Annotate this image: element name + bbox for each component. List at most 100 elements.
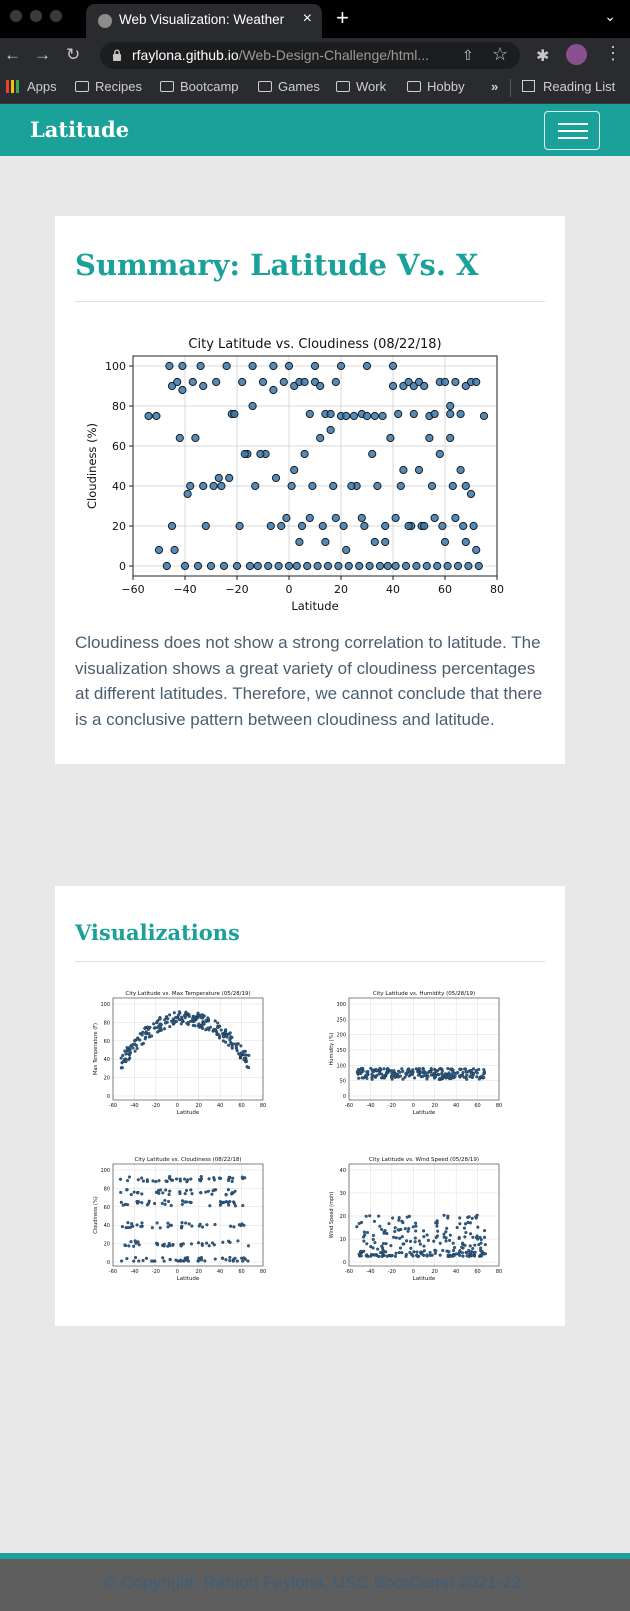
window-close-dot[interactable] (10, 10, 22, 22)
data-point (347, 481, 356, 491)
x-tick-label: 0 (412, 1103, 415, 1109)
thumb-point (437, 1073, 441, 1077)
thumb-point (377, 1254, 381, 1259)
share-icon[interactable]: ⇧ (462, 47, 474, 63)
bookmarks-overflow-icon[interactable]: » (491, 79, 499, 94)
data-point (297, 521, 307, 531)
hamburger-menu-icon[interactable] (544, 111, 600, 150)
thumb-point (157, 1191, 161, 1195)
thumb-point (483, 1243, 487, 1247)
thumb-point (135, 1037, 139, 1041)
thumb-point (416, 1073, 420, 1077)
data-point (383, 561, 392, 571)
thumb-point (176, 1013, 180, 1017)
y-tick-label: 20 (340, 1214, 346, 1220)
data-point (303, 561, 312, 571)
navbar-brand[interactable]: Latitude (30, 117, 130, 142)
data-point (175, 433, 184, 443)
thumb-point (128, 1049, 132, 1053)
thumb-point (414, 1221, 418, 1225)
humidity-thumbnail[interactable]: -60 -40 -20 0 20 40 60 80 0 50 100 150 200 250 300 City… (325, 986, 515, 1122)
bookmark-work[interactable]: Work (336, 79, 386, 94)
thumb-point (171, 1020, 175, 1024)
thumb-point (219, 1028, 223, 1032)
thumb-point (371, 1074, 375, 1078)
data-point (284, 561, 294, 571)
data-point (256, 449, 265, 459)
data-point (264, 561, 273, 571)
thumb-point (419, 1070, 423, 1074)
thumb-y-label: Humidity (%) (329, 1032, 335, 1065)
thumb-point (127, 1175, 131, 1179)
data-point (409, 409, 418, 419)
extensions-icon[interactable]: ✱ (536, 48, 550, 65)
window-zoom-dot[interactable] (50, 10, 62, 22)
data-point (316, 433, 325, 443)
data-point (274, 561, 283, 571)
browser-tab[interactable]: Web Visualization: Weather × (86, 4, 322, 38)
y-tick-label: 100 (100, 1168, 110, 1174)
thumb-point (480, 1250, 484, 1254)
bookmark-apps[interactable]: Apps (6, 79, 57, 94)
wind-speed-thumbnail[interactable]: -60 -40 -20 0 20 40 60 80 0 10 20 30 40 City Latitude… (325, 1152, 515, 1288)
thumb-point (385, 1067, 390, 1071)
thumb-point (155, 1221, 159, 1225)
data-point (386, 433, 395, 443)
thumb-point (141, 1258, 145, 1263)
cloudiness-thumbnail[interactable]: -60 -40 -20 0 20 40 60 80 0 20 40 60 80 100 City Latit… (89, 1152, 279, 1288)
thumb-point (147, 1199, 151, 1203)
thumb-point (141, 1041, 145, 1045)
bookmark-recipes[interactable]: Recipes (75, 79, 142, 94)
thumb-point (463, 1235, 467, 1239)
data-point (183, 489, 192, 499)
x-tick-label: 20 (196, 1269, 202, 1275)
thumb-point (422, 1253, 426, 1257)
thumb-point (212, 1178, 216, 1182)
data-point (394, 409, 403, 419)
thumb-point (422, 1229, 426, 1233)
bookmark-star-icon[interactable]: ☆ (492, 44, 509, 64)
thumb-point (453, 1074, 457, 1078)
x-tick-label: 20 (196, 1103, 202, 1109)
back-icon[interactable]: ← (4, 45, 21, 64)
more-menu-icon[interactable]: ⋮ (604, 43, 622, 63)
thumb-point (390, 1074, 394, 1078)
thumb-point (121, 1053, 125, 1057)
reading-list-button[interactable]: Reading List (522, 79, 615, 94)
bookmark-games[interactable]: Games (258, 79, 320, 94)
thumb-point (444, 1230, 448, 1234)
x-tick-label: -40 (130, 1103, 138, 1109)
avatar[interactable] (566, 44, 587, 65)
bookmark-hobby[interactable]: Hobby (407, 79, 465, 94)
thumb-point (401, 1221, 405, 1225)
thumb-point (401, 1077, 405, 1081)
thumb-point (448, 1233, 452, 1237)
bookmark-bootcamp[interactable]: Bootcamp (160, 79, 239, 94)
thumb-point (163, 1021, 168, 1025)
thumb-point (166, 1244, 170, 1248)
thumb-point (479, 1246, 483, 1250)
plot-frame (348, 1163, 500, 1267)
forward-icon[interactable]: → (34, 45, 51, 64)
page-title: Summary: Latitude Vs. X (75, 248, 479, 282)
thumb-point (423, 1073, 427, 1077)
window-minimize-dot[interactable] (30, 10, 42, 22)
thumb-point (139, 1225, 143, 1229)
url-field[interactable]: rfaylona.github.io/Web-Design-Challenge/… (100, 42, 520, 69)
chevron-down-icon[interactable]: ⌄ (604, 8, 616, 24)
new-tab-icon[interactable]: + (336, 5, 349, 30)
data-point (391, 561, 400, 571)
thumb-point (377, 1072, 381, 1076)
reload-icon[interactable]: ↻ (66, 45, 81, 64)
close-tab-icon[interactable]: × (302, 10, 312, 27)
thumb-point (180, 1199, 184, 1203)
max-temperature-thumbnail[interactable]: -60 -40 -20 0 20 40 60 80 0 20 40 60 80 100 City Latit… (89, 986, 279, 1122)
x-tick-label: −40 (173, 583, 196, 596)
divider (75, 301, 545, 302)
thumb-point (425, 1077, 429, 1081)
thumb-point (137, 1200, 141, 1204)
thumb-point (394, 1236, 398, 1240)
data-point (339, 521, 348, 531)
x-tick-label: 60 (238, 1103, 244, 1109)
thumb-point (199, 1174, 203, 1179)
